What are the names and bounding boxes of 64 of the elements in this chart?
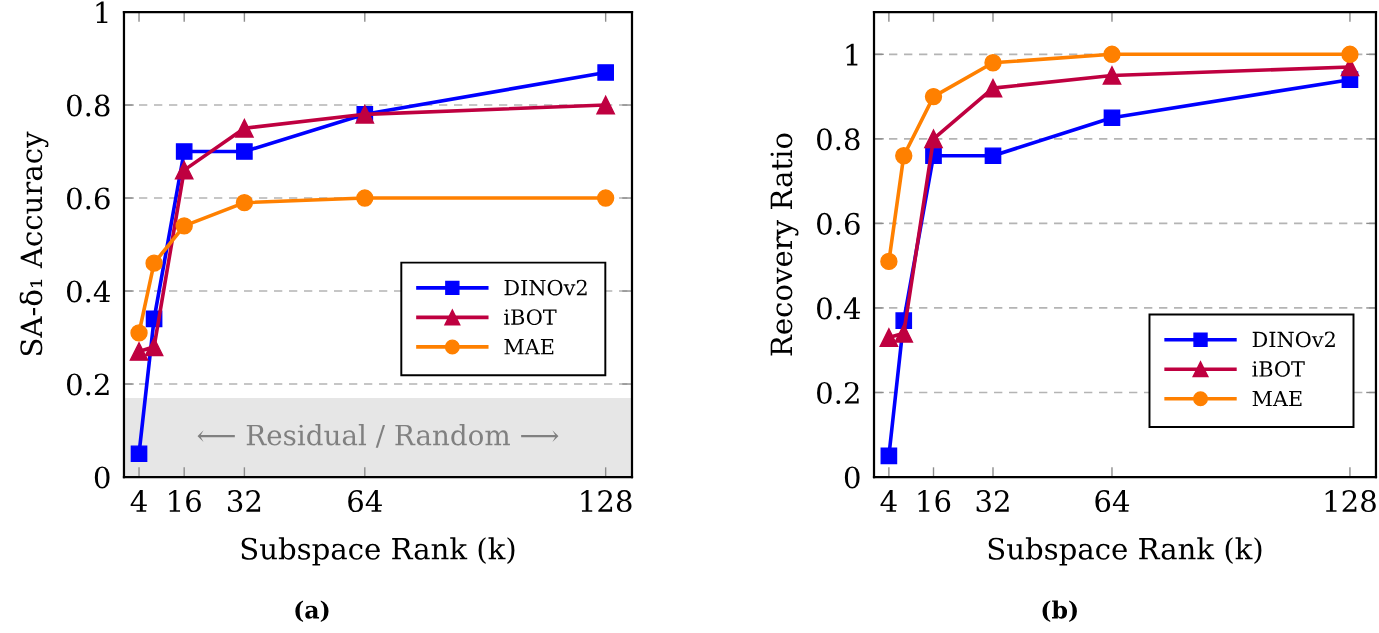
y-tick-label: 0.4 — [67, 280, 111, 303]
point — [596, 95, 616, 115]
y-tick-label: 1 — [96, 1, 108, 24]
point — [235, 193, 254, 212]
text: (a) — [295, 600, 329, 623]
point — [983, 78, 1003, 98]
y-tick-label: 0.2 — [817, 381, 859, 404]
point — [236, 143, 253, 160]
point — [984, 147, 1002, 165]
point — [1102, 66, 1122, 85]
x-tick-label: 128 — [581, 490, 632, 513]
text: (b) — [1042, 600, 1077, 623]
point — [144, 337, 164, 357]
point — [879, 328, 899, 347]
legend-label: iBOT — [1252, 361, 1305, 377]
y-axis-title: Recovery Ratio — [770, 133, 799, 356]
point — [597, 64, 614, 81]
point — [1103, 109, 1121, 127]
point — [1103, 45, 1121, 63]
point — [880, 252, 898, 271]
point — [174, 160, 194, 180]
x-tick-label: 64 — [1095, 490, 1130, 513]
y-tick-label: 0.6 — [67, 187, 110, 210]
x-tick-label: 64 — [348, 490, 382, 513]
y-tick-label: 1 — [846, 43, 858, 66]
point — [1341, 45, 1359, 63]
x-axis-title: Subspace Rank (k) — [988, 537, 1262, 566]
point — [145, 254, 163, 272]
legend-label: MAE — [1252, 390, 1302, 407]
x-tick-label: 4 — [880, 490, 897, 512]
y-tick-label: 0 — [94, 466, 110, 489]
y-axis-title: SA-δ₁ Accuracy — [19, 131, 49, 356]
point — [894, 323, 914, 343]
y-tick-label: 0.8 — [817, 128, 860, 151]
point — [129, 342, 149, 361]
point — [130, 445, 148, 463]
x-tick-label: 32 — [228, 490, 261, 513]
point — [880, 447, 898, 465]
y-tick-label: 0.8 — [67, 94, 110, 117]
x-tick-label: 4 — [130, 490, 147, 512]
point — [235, 118, 254, 138]
y-tick-label: 0.2 — [67, 373, 109, 396]
x-tick-label: 32 — [976, 490, 1009, 513]
point — [924, 129, 943, 149]
point — [924, 87, 943, 106]
legend-label: DINOv2 — [1252, 331, 1335, 348]
x-tick-label: 128 — [1325, 490, 1376, 513]
band-label: ⟵ Residual / Random ⟶ — [197, 424, 559, 448]
point — [895, 147, 913, 165]
legend-label: DINOv2 — [504, 279, 587, 296]
point — [175, 217, 193, 235]
legend-label: iBOT — [504, 309, 557, 325]
x-axis-title: Subspace Rank (k) — [241, 537, 515, 566]
point — [130, 324, 148, 342]
point — [984, 54, 1002, 72]
point — [596, 189, 615, 207]
y-tick-label: 0.6 — [817, 212, 860, 235]
x-tick-label: 16 — [169, 490, 201, 513]
legend-label: MAE — [504, 339, 554, 355]
y-tick-label: 0 — [844, 466, 860, 489]
y-tick-label: 0.4 — [817, 297, 861, 320]
x-tick-label: 16 — [918, 490, 951, 513]
point — [356, 189, 374, 207]
point — [175, 143, 193, 160]
